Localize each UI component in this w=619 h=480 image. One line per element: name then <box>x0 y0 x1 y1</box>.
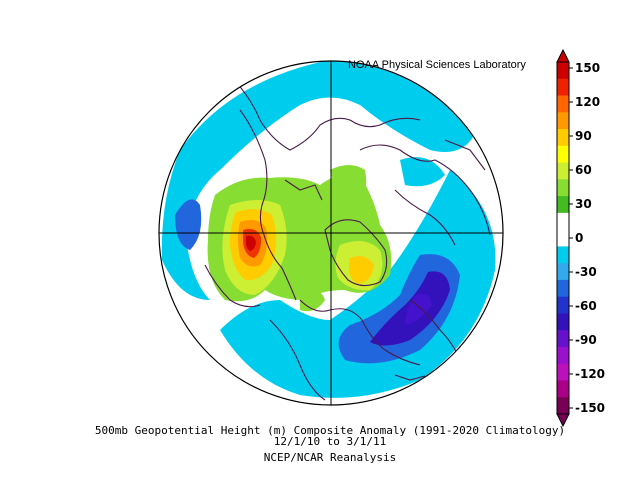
colorbar-tick-label: -30 <box>575 265 597 279</box>
colorbar-tick-label: -150 <box>575 401 605 415</box>
colorbar-swatch <box>557 212 569 231</box>
coastlines <box>204 69 491 401</box>
colorbar-tick-label: 120 <box>575 95 600 109</box>
colorbar-tick-label: 30 <box>575 197 592 211</box>
credit-label: NOAA Physical Sciences Laboratory <box>348 59 526 71</box>
colorbar-tick-label: -120 <box>575 367 605 381</box>
colorbar-tick-label: 60 <box>575 163 592 177</box>
colorbar-swatch <box>557 196 569 214</box>
colorbar-swatch <box>557 229 569 247</box>
colorbar-swatch <box>557 263 569 281</box>
colorbar-swatch <box>557 95 569 113</box>
map-boundary-circle <box>158 60 504 406</box>
colorbar-swatch <box>557 313 569 331</box>
caption-source: NCEP/NCAR Reanalysis <box>263 451 397 464</box>
colorbar-swatch <box>557 346 569 365</box>
colorbar-swatch <box>557 62 569 80</box>
colorbar: 150 120 90 60 30 0 -30 -60 -90 -120 -150 <box>556 48 605 428</box>
map-gridlines <box>159 61 503 405</box>
colorbar-bottom-arrow <box>556 413 570 428</box>
colorbar-swatch <box>557 380 569 398</box>
colorbar-swatch <box>557 179 569 197</box>
colorbar-tick-label: 90 <box>575 129 592 143</box>
map-disk <box>159 61 503 405</box>
colorbar-swatch <box>557 145 569 164</box>
colorbar-swatch <box>557 162 569 180</box>
colorbar-tick-label: -90 <box>575 333 597 347</box>
colorbar-swatch <box>557 246 569 264</box>
colorbar-swatch <box>557 397 569 415</box>
colorbar-swatch <box>557 296 569 314</box>
colorbar-swatch <box>557 279 569 298</box>
colorbar-swatch <box>557 129 569 147</box>
colorbar-top-arrow <box>556 48 570 63</box>
colorbar-tick-label: 0 <box>575 231 583 245</box>
colorbar-tick-label: -60 <box>575 299 597 313</box>
caption-title: 500mb Geopotential Height (m) Composite … <box>94 424 566 437</box>
colorbar-swatch <box>557 78 569 97</box>
anomaly-plus30-areas <box>207 165 392 312</box>
caption-dates: 12/1/10 to 3/1/11 <box>273 435 387 448</box>
colorbar-swatch <box>557 330 569 348</box>
colorbar-swatch <box>557 112 569 130</box>
colorbar-swatch <box>557 363 569 381</box>
anomaly-minus60-areas <box>175 199 460 364</box>
colorbar-tick-label: 150 <box>575 61 600 75</box>
